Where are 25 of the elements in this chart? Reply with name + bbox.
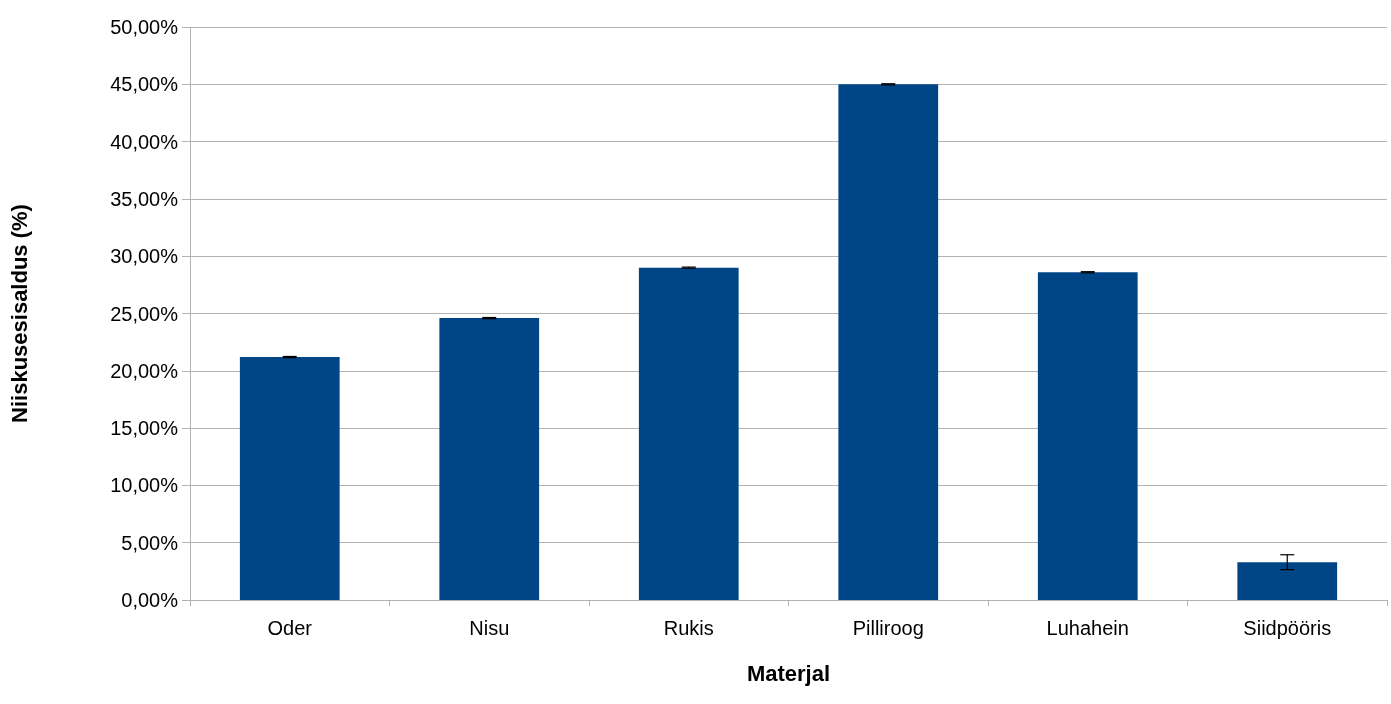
y-tick-label: 15,00% bbox=[110, 417, 179, 440]
y-tick-label: 20,00% bbox=[110, 359, 179, 382]
bar bbox=[1237, 562, 1338, 600]
x-tick-label: Pilliroog bbox=[852, 617, 924, 639]
bar bbox=[439, 318, 540, 600]
x-tick-label: Siidpööris bbox=[1243, 617, 1332, 639]
y-tick-label: 35,00% bbox=[110, 187, 179, 210]
bar bbox=[638, 267, 739, 600]
bar bbox=[838, 84, 939, 600]
x-axis-title: Materjal bbox=[746, 660, 831, 686]
y-tick-label: 40,00% bbox=[110, 130, 179, 153]
x-tick-label: Luhahein bbox=[1046, 617, 1129, 639]
x-tick-label: Rukis bbox=[663, 617, 714, 639]
y-tick-label: 10,00% bbox=[110, 474, 179, 497]
bar bbox=[239, 357, 340, 600]
y-tick-label: 50,00% bbox=[110, 16, 179, 38]
x-tick-label: Nisu bbox=[469, 617, 510, 639]
y-tick-label: 25,00% bbox=[110, 302, 179, 325]
y-tick-label: 45,00% bbox=[110, 73, 179, 96]
y-tick-label: 0,00% bbox=[121, 589, 179, 611]
y-tick-label: 5,00% bbox=[121, 531, 179, 554]
y-tick-label: 30,00% bbox=[110, 245, 179, 268]
y-axis-title: Niiskusesisaldus (%) bbox=[6, 204, 32, 423]
x-tick-label: Oder bbox=[267, 617, 313, 639]
bar bbox=[1037, 272, 1138, 600]
